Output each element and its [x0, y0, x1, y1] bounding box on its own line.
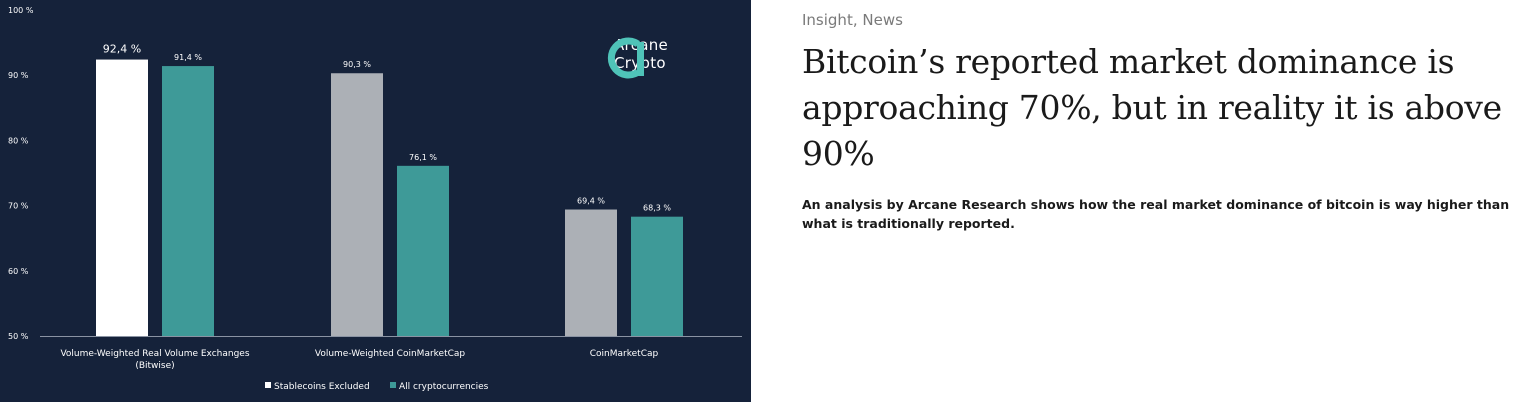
bar-value-label: 68,3 %: [643, 204, 671, 213]
bar-value-label: 90,3 %: [343, 60, 371, 69]
y-tick-label: 80 %: [8, 136, 29, 145]
y-tick-label: 70 %: [8, 202, 29, 211]
legend-swatch: [390, 382, 396, 388]
bar-all-cryptocurrencies: [397, 165, 449, 336]
arcane-crypto-logo: Arcane Crypto: [604, 36, 668, 79]
bar-stablecoins-excluded: [96, 59, 148, 336]
category-separator: ,: [852, 11, 858, 29]
x-category-label: (Bitwise): [135, 361, 174, 371]
bitcoin-dominance-chart: 50 % 60 % 70 % 80 % 90 % 100 % 92,4 % 91,4 % Vol…: [0, 0, 751, 402]
category-links: Insight, News: [802, 11, 1527, 29]
bar-stablecoins-excluded: [565, 209, 617, 336]
y-tick-label: 90 %: [8, 71, 29, 80]
chart-svg: 50 % 60 % 70 % 80 % 90 % 100 % 92,4 % 91,4 % Vol…: [8, 6, 742, 392]
article-header: Insight, News Bitcoin’s reported market …: [802, 0, 1527, 233]
bar-value-label: 69,4 %: [577, 197, 605, 206]
y-tick-label: 60 %: [8, 267, 29, 276]
bar-all-cryptocurrencies: [631, 216, 683, 336]
legend-label: All cryptocurrencies: [399, 382, 489, 392]
x-category-label: CoinMarketCap: [590, 349, 659, 359]
y-tick-label: 100 %: [8, 6, 34, 15]
x-category-label: Volume-Weighted CoinMarketCap: [315, 349, 466, 359]
bar-value-label: 91,4 %: [174, 53, 202, 62]
bar-all-cryptocurrencies: [162, 66, 214, 337]
y-tick-label: 50 %: [8, 332, 29, 341]
bar-value-label: 76,1 %: [409, 153, 437, 162]
arcane-logo-icon: [607, 37, 644, 79]
article-lede: An analysis by Arcane Research shows how…: [802, 197, 1510, 231]
category-link-insight[interactable]: Insight: [802, 11, 853, 29]
category-link-news[interactable]: News: [862, 11, 903, 29]
article-headline: Bitcoin’s reported market dominance is a…: [802, 42, 1502, 173]
legend-swatch: [265, 382, 271, 388]
legend-label: Stablecoins Excluded: [274, 382, 370, 392]
bar-stablecoins-excluded: [331, 73, 383, 336]
bar-value-label: 92,4 %: [103, 43, 141, 56]
x-category-label: Volume-Weighted Real Volume Exchanges: [60, 349, 249, 359]
